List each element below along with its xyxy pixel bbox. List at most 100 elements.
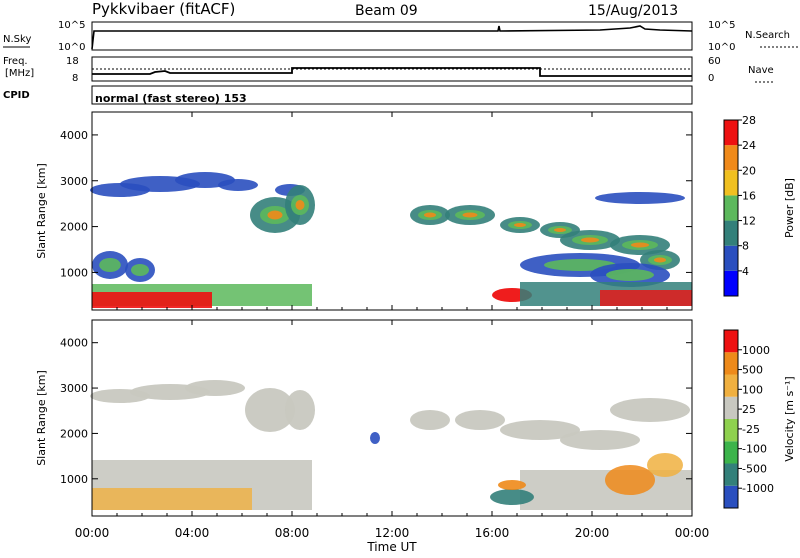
time-axis-label: Time UT bbox=[366, 540, 417, 554]
velocity-colorbar-tick: -100 bbox=[742, 443, 767, 456]
power-ytick-label: 4000 bbox=[60, 129, 88, 142]
cpid-label: CPID bbox=[3, 90, 30, 101]
power-colorbar-swatch bbox=[724, 120, 738, 146]
power-echo bbox=[92, 292, 212, 308]
velocity-echo bbox=[410, 410, 450, 430]
time-tick-label: 00:00 bbox=[675, 526, 710, 540]
nsky-tick-top: 10^5 bbox=[58, 20, 85, 31]
power-echo bbox=[267, 210, 283, 220]
velocity-colorbar-swatch bbox=[724, 463, 738, 486]
power-colorbar-swatch bbox=[724, 170, 738, 196]
freq-tick-top: 18 bbox=[66, 56, 79, 67]
velocity-y-axis: 1000 2000 3000 4000 bbox=[60, 337, 692, 486]
velocity-colorbar: 1000 500 100 25 -25 -100 -500 -1000 bbox=[723, 329, 774, 509]
power-colorbar-tick: 28 bbox=[742, 114, 756, 127]
power-colorbar-swatch bbox=[724, 245, 738, 271]
velocity-colorbar-label: Velocity [m s⁻¹] bbox=[783, 376, 796, 461]
nsearch-tick-top: 10^5 bbox=[708, 20, 735, 31]
velocity-echo bbox=[185, 380, 245, 396]
power-ytick-label: 1000 bbox=[60, 266, 88, 279]
velocity-colorbar-tick: -500 bbox=[742, 462, 767, 475]
power-colorbar-tick: 24 bbox=[742, 139, 756, 152]
power-echo bbox=[606, 269, 654, 281]
nave-tick-top: 60 bbox=[708, 56, 721, 67]
nave-label: Nave bbox=[748, 65, 774, 76]
power-colorbar-label: Power [dB] bbox=[783, 178, 796, 238]
power-colorbar-swatch bbox=[724, 145, 738, 171]
velocity-colorbar-swatch bbox=[724, 396, 738, 419]
power-echo-regions bbox=[90, 172, 692, 308]
power-panel: 1000 2000 3000 4000 Slant Range [km] 4 8 12 16… bbox=[35, 111, 796, 311]
power-echo bbox=[514, 223, 526, 227]
time-tick-label: 08:00 bbox=[275, 526, 310, 540]
velocity-echo bbox=[245, 388, 295, 432]
time-tick-label: 12:00 bbox=[375, 526, 410, 540]
nsearch-label: N.Search bbox=[745, 30, 790, 41]
velocity-echo bbox=[647, 453, 683, 477]
nave-tick-bottom: 0 bbox=[708, 73, 714, 84]
power-ytick-label: 3000 bbox=[60, 175, 88, 188]
time-tick-label: 00:00 bbox=[75, 526, 110, 540]
power-colorbar-tick: 12 bbox=[742, 215, 756, 228]
cpid-strip bbox=[91, 85, 693, 105]
beam-title: Beam 09 bbox=[355, 3, 418, 19]
time-axis: 00:00 04:00 08:00 12:00 16:00 20:00 00:00 bbox=[75, 112, 710, 540]
power-echo bbox=[554, 228, 566, 232]
power-echo bbox=[424, 212, 436, 218]
cpid-value: normal (fast stereo) 153 bbox=[95, 92, 247, 105]
velocity-colorbar-swatch bbox=[724, 419, 738, 442]
power-colorbar: 4 8 12 16 20 24 28 bbox=[723, 114, 756, 297]
velocity-colorbar-tick: 500 bbox=[742, 364, 763, 377]
velocity-colorbar-swatch bbox=[724, 374, 738, 397]
power-colorbar-swatch bbox=[724, 220, 738, 246]
power-colorbar-tick: 16 bbox=[742, 189, 756, 202]
velocity-echo bbox=[370, 432, 380, 444]
velocity-echo bbox=[500, 420, 580, 440]
power-echo bbox=[600, 290, 692, 306]
date-title: 15/Aug/2013 bbox=[588, 3, 678, 19]
power-echo bbox=[631, 242, 649, 248]
time-tick-label: 04:00 bbox=[175, 526, 210, 540]
time-tick-label: 16:00 bbox=[475, 526, 510, 540]
velocity-colorbar-tick: 100 bbox=[742, 383, 763, 396]
velocity-echo bbox=[490, 489, 534, 505]
freq-tick-bottom: 8 bbox=[72, 73, 78, 84]
velocity-echo-regions bbox=[90, 380, 692, 510]
station-title: Pykkvibaer (fitACF) bbox=[92, 0, 235, 18]
power-y-axis: 1000 2000 3000 4000 bbox=[60, 129, 692, 279]
nsky-tick-bottom: 10^0 bbox=[58, 42, 85, 53]
power-echo bbox=[654, 257, 666, 263]
velocity-colorbar-tick: 1000 bbox=[742, 344, 770, 357]
velocity-colorbar-tick: -25 bbox=[742, 423, 760, 436]
freq-trace bbox=[92, 67, 692, 77]
power-echo bbox=[295, 200, 305, 210]
freq-panel: Freq. [MHz] 18 8 60 0 Nave CPID bbox=[3, 56, 775, 101]
velocity-echo bbox=[498, 480, 526, 490]
power-colorbar-tick: 20 bbox=[742, 164, 756, 177]
velocity-echo bbox=[285, 390, 315, 430]
power-echo bbox=[131, 264, 149, 276]
nsky-label: N.Sky bbox=[3, 34, 31, 45]
velocity-ytick-label: 3000 bbox=[60, 382, 88, 395]
velocity-echo bbox=[455, 410, 505, 430]
velocity-colorbar-swatch bbox=[724, 352, 738, 375]
power-echo bbox=[581, 237, 599, 243]
power-colorbar-swatch bbox=[724, 195, 738, 221]
velocity-echo bbox=[560, 430, 640, 450]
nsky-trace bbox=[91, 25, 693, 50]
velocity-echo bbox=[610, 398, 690, 422]
velocity-ytick-label: 4000 bbox=[60, 337, 88, 350]
velocity-colorbar-swatch bbox=[724, 441, 738, 464]
power-colorbar-tick: 4 bbox=[742, 265, 749, 278]
velocity-colorbar-swatch bbox=[724, 485, 738, 508]
power-ytick-label: 2000 bbox=[60, 221, 88, 234]
power-colorbar-tick: 8 bbox=[742, 240, 749, 253]
power-echo bbox=[595, 192, 685, 204]
velocity-ytick-label: 2000 bbox=[60, 427, 88, 440]
power-ylabel: Slant Range [km] bbox=[35, 163, 48, 259]
freq-label: Freq. bbox=[3, 56, 28, 67]
velocity-colorbar-tick: -1000 bbox=[742, 482, 774, 495]
time-tick-label: 20:00 bbox=[575, 526, 610, 540]
power-echo bbox=[462, 212, 478, 218]
